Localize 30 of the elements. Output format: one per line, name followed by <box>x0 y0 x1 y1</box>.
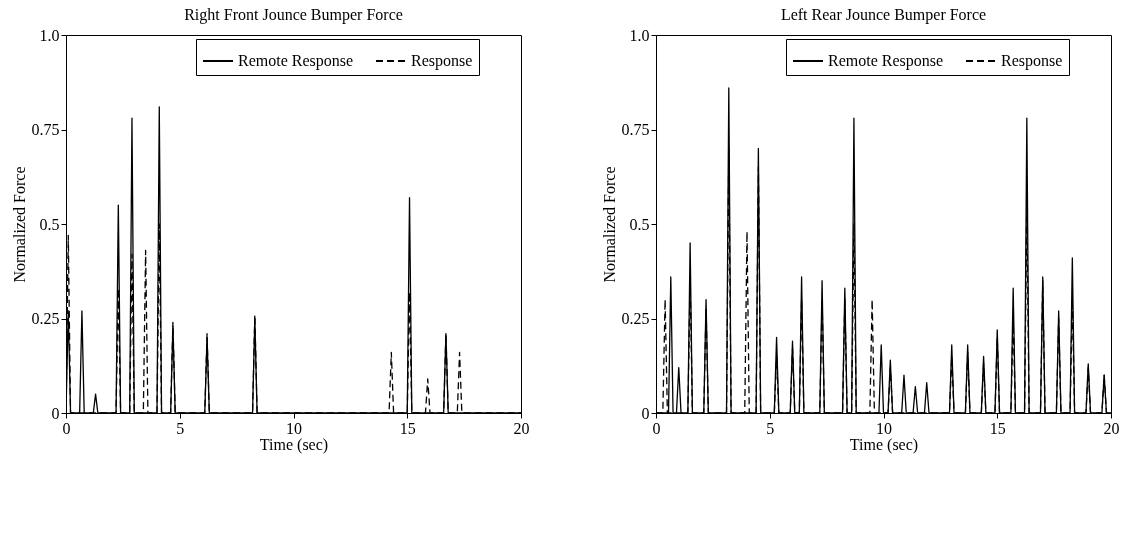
x-tick-label: 10 <box>286 419 302 437</box>
legend-label: Remote Response <box>828 52 944 70</box>
chart-title: Left Rear Jounce Bumper Force <box>780 6 987 24</box>
x-axis-title: Time (sec) <box>849 435 919 454</box>
y-tick-label: 0 <box>51 404 60 422</box>
y-tick-label: 0.5 <box>629 215 650 233</box>
y-tick-label: 1.0 <box>629 26 650 44</box>
x-tick-label: 0 <box>62 419 71 437</box>
y-tick-label: 0 <box>641 404 650 422</box>
legend-label: Remote Response <box>238 52 354 70</box>
y-tick-label: 0.75 <box>31 121 60 138</box>
y-tick-label: 0.75 <box>621 121 650 138</box>
x-tick-label: 20 <box>513 419 530 437</box>
y-tick-label: 0.5 <box>39 215 60 233</box>
y-tick-label: 1.0 <box>39 26 60 44</box>
x-tick-label: 0 <box>652 419 661 437</box>
x-tick-label: 15 <box>399 419 416 437</box>
x-tick-label: 5 <box>766 419 775 437</box>
y-axis-title: Normalized Force <box>10 166 28 283</box>
x-tick-label: 5 <box>176 419 185 437</box>
y-axis-title: Normalized Force <box>600 166 618 283</box>
x-tick-label: 10 <box>876 419 892 437</box>
chart-title: Right Front Jounce Bumper Force <box>184 6 403 24</box>
legend-label: Response <box>411 52 473 70</box>
x-tick-label: 15 <box>989 419 1006 437</box>
x-axis-title: Time (sec) <box>259 435 329 454</box>
y-tick-label: 0.25 <box>621 310 650 327</box>
legend-label: Response <box>1001 52 1063 70</box>
y-tick-label: 0.25 <box>31 310 60 327</box>
x-tick-label: 20 <box>1103 419 1120 437</box>
